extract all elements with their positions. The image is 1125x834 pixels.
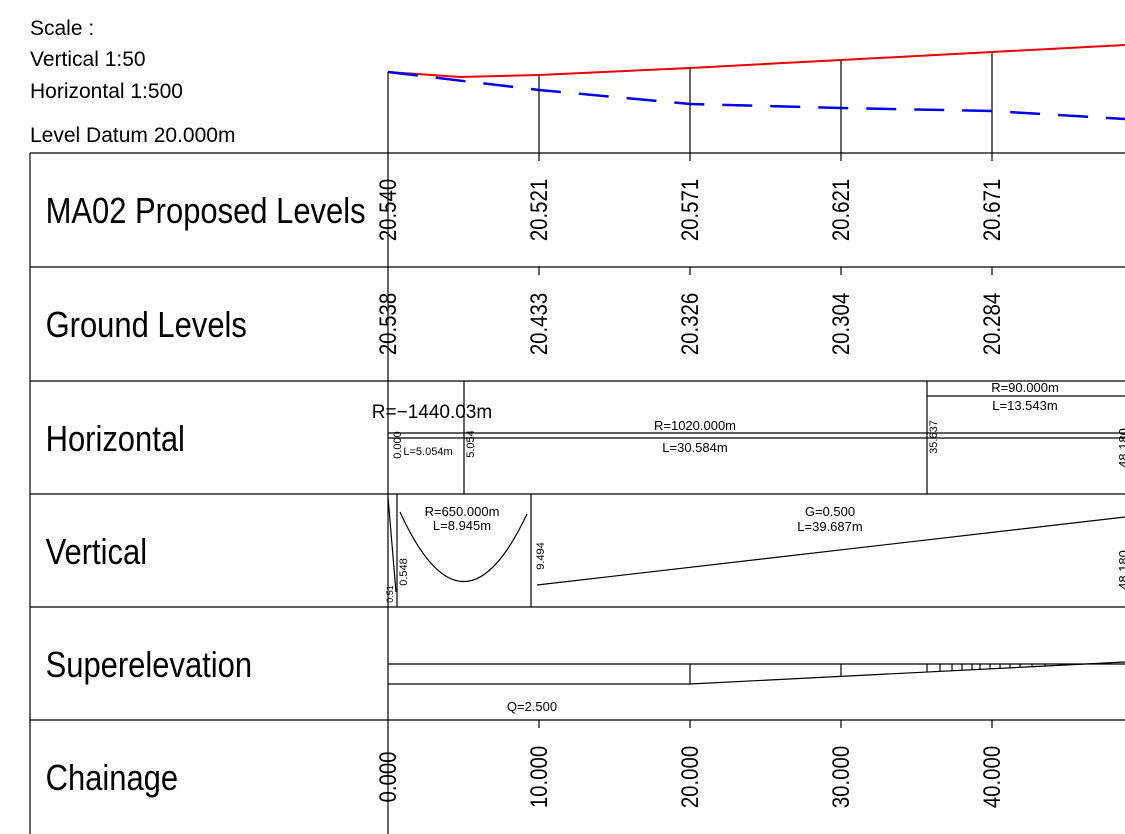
horizontal-point: 5.054 [465, 430, 477, 458]
profile-ticks [387, 52, 993, 834]
column-ticks [538, 153, 993, 728]
scale-heading: Scale : [30, 17, 94, 40]
vertical-geometry [387, 494, 1125, 607]
vertical-length: L=39.687m [797, 519, 862, 534]
chainage-value: 40.000 [978, 746, 1005, 808]
vertical-radius: R=650.000m [425, 504, 500, 519]
superelevation-rate: Q=2.500 [507, 699, 557, 714]
superelevation-diagram [388, 661, 1125, 685]
chainage-value: 30.000 [827, 746, 854, 808]
ground-level: 20.326 [676, 293, 703, 355]
row-label: Superelevation [46, 646, 252, 686]
ground-level: 20.433 [525, 293, 552, 355]
proposed-profile [387, 44, 1125, 79]
horizontal-radius: R=−1440.03m [372, 402, 492, 423]
vertical-point: 9.494 [535, 542, 547, 570]
row-label: Vertical [46, 533, 147, 573]
proposed-level: 20.540 [374, 179, 401, 241]
vertical-end: 48.180 [1116, 550, 1125, 590]
vertical-start: 0.51 [385, 585, 395, 603]
horizontal-point: 35.637 [928, 420, 940, 454]
proposed-level: 20.621 [827, 179, 854, 241]
horizontal-geometry [388, 381, 1125, 494]
horizontal-length: L=5.054m [403, 446, 452, 458]
vertical-scale: Vertical 1:50 [30, 48, 146, 71]
horizontal-scale: Horizontal 1:500 [30, 80, 183, 103]
horizontal-radius: R=90.000m [991, 380, 1059, 395]
horizontal-length: L=30.584m [662, 440, 727, 455]
proposed-level: 20.671 [978, 179, 1005, 241]
ground-level: 20.304 [827, 293, 854, 355]
vertical-length: L=8.945m [433, 518, 491, 533]
horizontal-start: 0.000 [392, 431, 404, 459]
row-label: Chainage [46, 759, 179, 799]
chainage-value: 0.000 [374, 751, 401, 802]
horizontal-end: 48.180 [1116, 428, 1125, 468]
vertical-point: 0.548 [398, 558, 410, 586]
row-label: MA02 Proposed Levels [46, 192, 366, 232]
chainage-value: 20.000 [676, 746, 703, 808]
proposed-level: 20.521 [525, 179, 552, 241]
ground-profile [387, 70, 1125, 121]
row-label: Horizontal [46, 420, 185, 460]
level-datum: Level Datum 20.000m [30, 124, 235, 147]
table-grid [29, 152, 1125, 834]
ground-level: 20.538 [374, 293, 401, 355]
chainage-value: 10.000 [525, 746, 552, 808]
row-label: Ground Levels [46, 306, 247, 346]
ground-level: 20.284 [978, 293, 1005, 355]
vertical-grade: G=0.500 [805, 504, 855, 519]
proposed-level: 20.571 [676, 179, 703, 241]
horizontal-radius: R=1020.000m [654, 418, 736, 433]
horizontal-length: L=13.543m [992, 398, 1057, 413]
